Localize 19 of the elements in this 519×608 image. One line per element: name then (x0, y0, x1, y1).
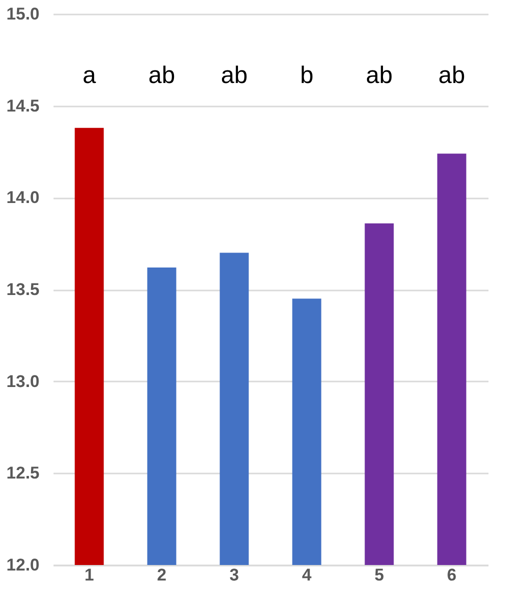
annotation: ab (148, 62, 176, 89)
x-tick-label: 2 (157, 566, 166, 584)
y-tick-label: 14.0 (6, 188, 40, 208)
annotation: ab (220, 62, 248, 89)
annotation: a (82, 62, 97, 89)
y-tick-label: 12.0 (6, 556, 40, 574)
y-tick-label: 12.5 (6, 464, 40, 483)
x-tick-label: 3 (230, 566, 239, 584)
x-tick-label: 5 (374, 566, 384, 584)
x-tick-label: 1 (84, 566, 94, 584)
y-tick-label: 13.0 (6, 372, 40, 391)
annotation: ab (438, 62, 466, 89)
y-tick-label: 13.5 (6, 280, 40, 299)
y-tick-label: 15.0 (6, 4, 40, 24)
annotation: b (300, 62, 314, 89)
x-tick-label: 4 (302, 566, 312, 584)
annotation: ab (366, 62, 393, 89)
y-tick-label: 14.5 (6, 96, 40, 116)
x-tick-label: 6 (447, 566, 456, 584)
